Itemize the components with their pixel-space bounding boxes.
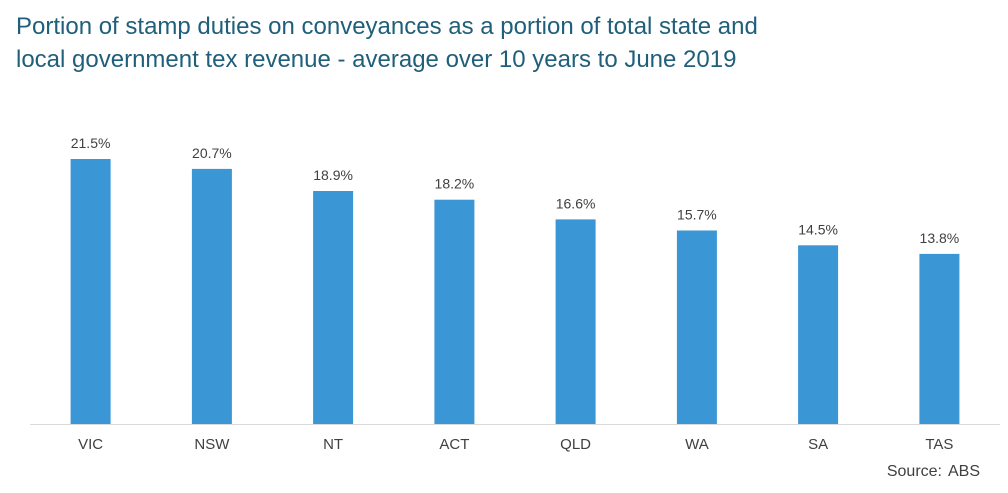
bar-qld — [555, 219, 596, 424]
x-tick-label-wa: WA — [685, 436, 709, 453]
data-label-nsw: 20.7% — [192, 145, 232, 161]
x-tick-label-nsw: NSW — [194, 436, 230, 453]
chart-title-line-2: local government tex revenue - average o… — [16, 46, 737, 73]
x-tick-label-tas: TAS — [925, 436, 953, 453]
chart-title: Portion of stamp duties on conveyances a… — [16, 10, 916, 76]
source-note: Source: ABS — [887, 463, 980, 481]
bar-nt — [313, 191, 354, 424]
data-label-vic: 21.5% — [71, 135, 111, 151]
x-tick-label-sa: SA — [808, 436, 828, 453]
bar-wa — [676, 230, 717, 424]
bar-act — [434, 199, 475, 424]
data-label-act: 18.2% — [435, 176, 475, 192]
data-label-qld: 16.6% — [556, 195, 596, 211]
bar-vic — [70, 159, 111, 424]
source-value: ABS — [947, 463, 980, 480]
bar-tas — [919, 253, 960, 424]
data-label-tas: 13.8% — [920, 230, 960, 246]
bar-nsw — [191, 168, 232, 424]
source-label: Source: — [886, 463, 942, 480]
chart-title-line-1: Portion of stamp duties on conveyances a… — [16, 13, 758, 40]
x-tick-label-vic: VIC — [78, 436, 103, 453]
data-label-sa: 14.5% — [798, 221, 838, 237]
x-tick-label-qld: QLD — [560, 436, 591, 453]
bar-sa — [798, 245, 839, 424]
x-tick-label-nt: NT — [323, 436, 343, 453]
data-label-nt: 18.9% — [313, 167, 353, 183]
x-tick-label-act: ACT — [439, 436, 469, 453]
data-label-wa: 15.7% — [677, 207, 717, 223]
